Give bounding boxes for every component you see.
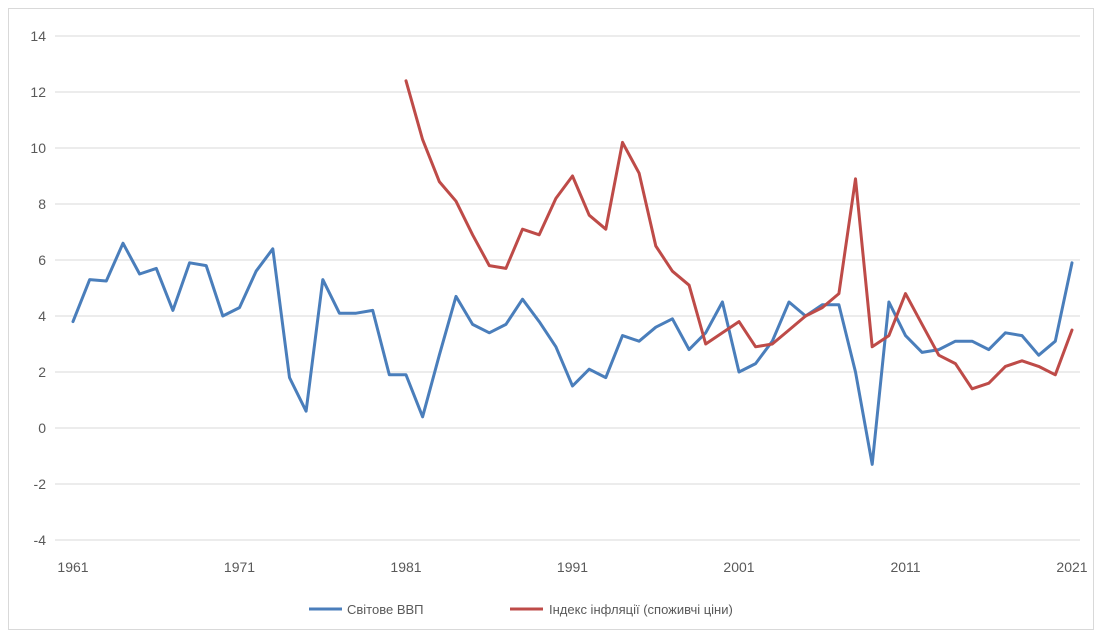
y-tick-label: 8 [38,196,46,212]
x-tick-label: 1971 [224,559,255,575]
x-tick-label: 1961 [57,559,88,575]
y-tick-label: -4 [34,532,47,548]
legend-label-2: Індекс інфляції (споживчі ціни) [549,602,733,617]
y-axis-tick-labels: -4 -2 0 2 4 6 8 10 12 14 [30,28,46,548]
x-tick-label: 1991 [557,559,588,575]
y-tick-label: 0 [38,420,46,436]
x-tick-label: 2021 [1056,559,1087,575]
x-tick-label: 2011 [890,559,920,575]
gridlines [55,35,1080,541]
y-tick-label: 4 [38,308,46,324]
legend-label-1: Світове ВВП [347,602,424,617]
x-axis-tick-labels: 1961 1971 1981 1991 2001 2011 2021 [57,559,1087,575]
y-tick-label: 10 [30,140,46,156]
x-tick-label: 2001 [723,559,754,575]
y-tick-label: -2 [34,476,47,492]
chart-frame [8,8,1094,630]
x-tick-label: 1981 [390,559,421,575]
y-tick-label: 14 [30,28,46,44]
legend: Світове ВВП Індекс інфляції (споживчі цін… [309,602,733,617]
series-lines [71,79,1074,466]
series-line-2 [404,79,1074,391]
y-tick-label: 2 [38,364,46,380]
y-tick-label: 6 [38,252,46,268]
y-tick-label: 12 [30,84,46,100]
series-line-1 [71,241,1074,466]
